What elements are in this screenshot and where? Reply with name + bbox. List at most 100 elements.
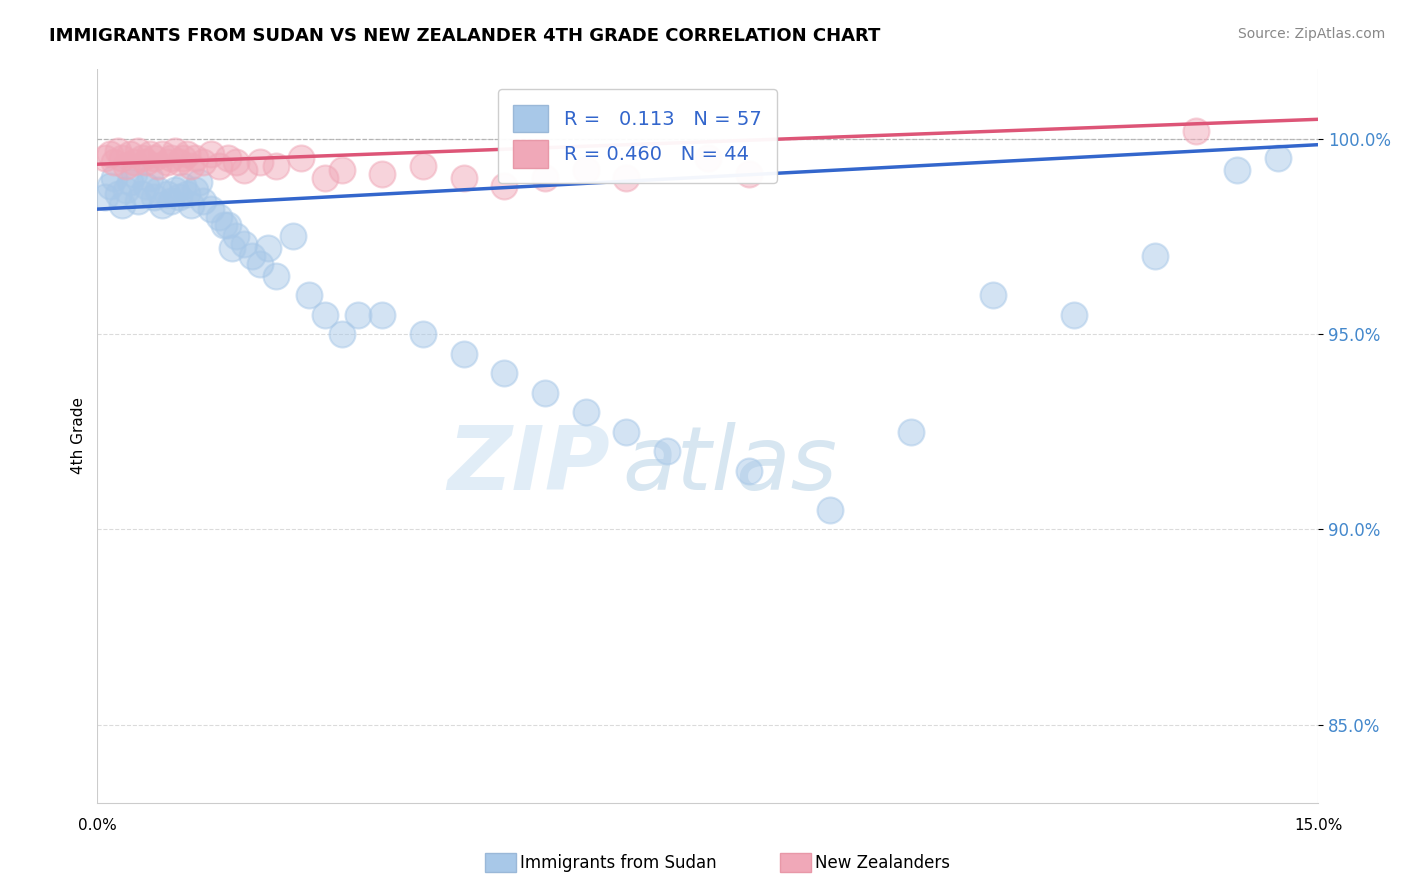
Text: Immigrants from Sudan: Immigrants from Sudan [520,854,717,871]
Point [127,144,149,158]
Point [152,147,174,161]
Point [290,152,312,166]
Text: 0.0%: 0.0% [77,818,117,833]
Point [139,147,162,161]
Point [94,152,117,166]
Point [191,194,214,209]
Point [98,147,121,161]
Point [152,198,174,212]
Point [163,183,186,197]
Y-axis label: 4th Grade: 4th Grade [72,397,86,475]
Point [616,425,638,439]
Point [281,229,304,244]
Point [212,218,235,232]
Point [103,170,125,185]
Point [118,147,141,161]
Point [118,175,141,189]
Point [575,163,598,178]
Point [184,152,207,166]
Point [122,167,145,181]
Text: atlas: atlas [623,422,837,508]
Point [208,210,231,224]
Point [208,159,231,173]
Text: Source: ZipAtlas.com: Source: ZipAtlas.com [1237,27,1385,41]
Point [111,198,134,212]
Legend: R =   0.113   N = 57, R = 0.460   N = 44: R = 0.113 N = 57, R = 0.460 N = 44 [498,89,778,183]
Point [1226,163,1249,178]
Point [1185,124,1208,138]
Point [98,178,121,193]
Text: IMMIGRANTS FROM SUDAN VS NEW ZEALANDER 4TH GRADE CORRELATION CHART: IMMIGRANTS FROM SUDAN VS NEW ZEALANDER 4… [49,27,880,45]
Point [167,190,190,204]
Point [534,170,557,185]
Point [494,178,516,193]
Point [148,183,170,197]
Point [616,170,638,185]
Point [107,186,129,201]
Point [298,288,321,302]
Point [534,385,557,400]
Point [249,155,271,169]
Point [131,152,153,166]
Point [314,308,336,322]
Point [225,155,247,169]
Point [115,183,138,197]
Point [696,152,718,166]
Point [900,425,922,439]
Point [655,444,678,458]
Point [232,163,254,178]
Point [172,152,194,166]
Point [139,170,162,185]
Point [346,308,368,322]
Point [1063,308,1085,322]
Point [257,241,280,255]
Point [453,170,475,185]
Point [103,155,125,169]
Point [94,190,117,204]
Point [172,178,194,193]
Point [180,159,202,173]
Point [217,218,239,232]
Point [191,155,214,169]
Point [737,167,759,181]
Point [176,147,198,161]
Text: ZIP: ZIP [447,422,610,508]
Point [240,249,263,263]
Point [453,346,475,360]
Point [981,288,1004,302]
Point [184,183,207,197]
Point [266,159,288,173]
Point [163,144,186,158]
Text: New Zealanders: New Zealanders [815,854,950,871]
Point [143,190,166,204]
Point [148,159,170,173]
Point [371,167,394,181]
Point [314,170,336,185]
Point [143,152,166,166]
Point [330,327,353,342]
Point [575,405,598,419]
Point [412,159,434,173]
Text: 15.0%: 15.0% [1294,818,1343,833]
Point [188,175,211,189]
Point [107,144,129,158]
Point [330,163,353,178]
Point [155,186,177,201]
Point [1144,249,1167,263]
Point [127,194,149,209]
Point [180,198,202,212]
Point [176,186,198,201]
Point [494,366,516,380]
Point [200,147,222,161]
Point [371,308,394,322]
Point [155,155,177,169]
Point [412,327,434,342]
Point [167,155,190,169]
Point [200,202,222,216]
Point [225,229,247,244]
Point [135,155,157,169]
Point [159,152,181,166]
Point [232,237,254,252]
Point [131,186,153,201]
Point [266,268,288,283]
